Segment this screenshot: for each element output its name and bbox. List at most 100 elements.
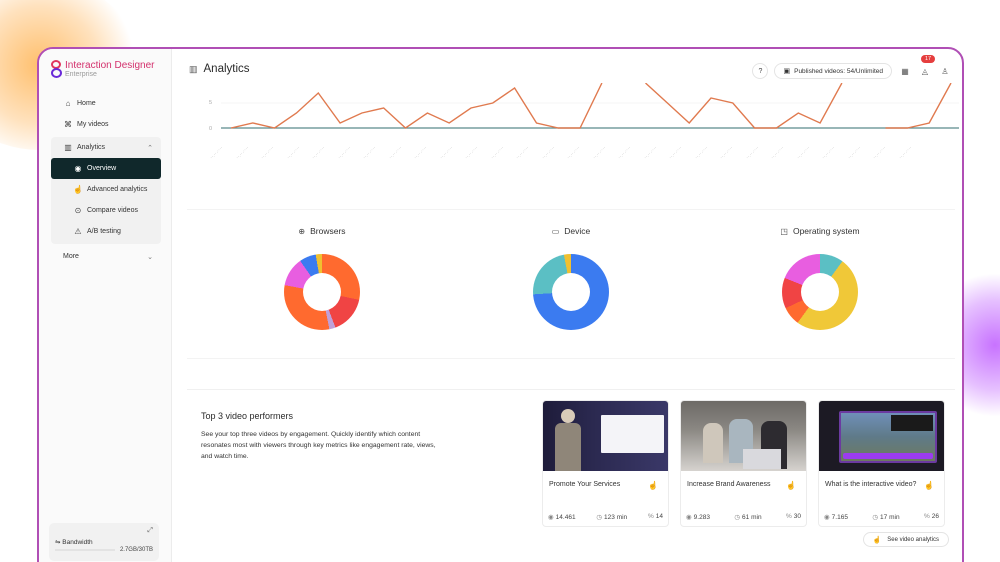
chevron-down-icon: ⌄ (147, 253, 153, 261)
device-title: Device (564, 226, 591, 236)
video-card[interactable]: Increase Brand Awareness ☝ ◉ 9.283 ◷ 61 mi… (680, 400, 807, 527)
overview-icon: ◉ (74, 164, 82, 173)
device-donut-chart[interactable] (533, 254, 609, 330)
section-title: Top 3 video performers (201, 411, 294, 421)
compare-icon: ⊙ (74, 206, 82, 215)
grid-icon[interactable]: ▦ (901, 66, 909, 76)
breakdown-panel: ⊕ Browsers ▭ Device ◳ Operating system (187, 209, 955, 359)
laptop-icon: ▭ (551, 226, 560, 236)
video-title: What is the interactive video? (825, 481, 917, 488)
x-axis-date-label: ··.··.···· (565, 145, 582, 161)
x-axis-date-label: ··.··.···· (871, 145, 888, 161)
x-axis-date-label: ··.··.···· (463, 145, 480, 161)
engagement-stat: % 14 (647, 513, 663, 520)
ab-testing-icon: ⚠ (74, 227, 82, 236)
x-axis-date-label: ··.··.···· (897, 145, 913, 161)
published-videos-pill[interactable]: ▣ Published videos: 54/Unlimited (774, 63, 892, 79)
x-axis-date-label: ··.··.···· (540, 145, 556, 161)
analytics-pointer-icon[interactable]: ☝ (924, 481, 934, 490)
x-axis-date-label: ··.··.···· (795, 145, 811, 161)
user-icon[interactable]: ♙ (941, 66, 949, 76)
top-performers-panel: Top 3 video performers See your top thre… (187, 389, 955, 562)
views-line-chart: 5 0 ··.··.···· ··.··.···· ··.··.···· ··.··.… (189, 83, 959, 183)
video-card[interactable]: Promote Your Services ☝ ◉ 14.461 ◷ 123 min… (542, 400, 669, 527)
bandwidth-progress (55, 549, 115, 551)
x-axis-date-label: ··.··.···· (361, 145, 378, 161)
sidebar-item-label: Analytics (77, 144, 106, 151)
views-stat: ◉ 14.461 (548, 514, 576, 521)
bandwidth-widget: ⤢ ⇋ Bandwidth 2.7GB/30TB (49, 523, 159, 561)
analytics-pointer-icon[interactable]: ☝ (786, 481, 796, 490)
x-axis-date-label: ··.··.···· (846, 145, 862, 161)
x-axis-date-label: ··.··.···· (744, 145, 760, 161)
analytics-group: ▥ Analytics ⌃ ◉ Overview ☝ Advanced anal… (51, 137, 161, 244)
video-thumbnail[interactable] (681, 401, 806, 471)
sidebar-item-my-videos[interactable]: ⌘ My videos (51, 114, 161, 135)
analytics-icon: ▥ (189, 63, 198, 74)
x-axis-date-label: ··.··.···· (591, 145, 607, 161)
sidebar-item-advanced-analytics[interactable]: ☝ Advanced analytics (51, 179, 161, 200)
device-card: ▭ Device (511, 226, 631, 330)
engagement-stat: % 30 (785, 513, 801, 520)
sidebar-item-compare-videos[interactable]: ⊙ Compare videos (51, 200, 161, 221)
notification-badge: 17 (921, 55, 936, 63)
bandwidth-value: 2.7GB/30TB (119, 547, 153, 553)
sidebar-item-label: Compare videos (87, 207, 138, 214)
y-tick: 0 (209, 126, 213, 132)
x-axis-date-label: ··.··.···· (259, 145, 276, 161)
x-axis-date-label: ··.··.···· (285, 145, 301, 161)
x-axis-date-label: ··.··.···· (234, 145, 250, 161)
section-description: See your top three videos by engagement.… (201, 431, 436, 460)
see-video-analytics-button[interactable]: ☝ See video analytics (862, 532, 949, 547)
video-thumbnail[interactable] (543, 401, 668, 471)
x-axis-date-label: ··.··.···· (693, 145, 709, 161)
os-icon: ◳ (780, 226, 788, 236)
video-card[interactable]: What is the interactive video? ☝ ◉ 7.165 … (818, 400, 945, 527)
video-stats: ◉ 14.461 ◷ 123 min % 14 (548, 513, 663, 521)
sidebar-item-analytics[interactable]: ▥ Analytics ⌃ (51, 137, 161, 158)
browsers-card: ⊕ Browsers (262, 226, 382, 330)
os-title: Operating system (792, 226, 860, 236)
x-axis-date-label: ··.··.···· (514, 145, 531, 161)
video-title: Increase Brand Awareness (687, 481, 771, 488)
clock-icon: ◷ (596, 514, 603, 521)
sidebar-item-label: Advanced analytics (87, 186, 148, 193)
x-axis-date-label: ··.··.···· (387, 145, 403, 161)
os-donut-chart[interactable] (782, 254, 858, 330)
x-axis-date-label: ··.··.···· (642, 145, 658, 161)
notifications-button[interactable]: ◬ 17 (918, 55, 936, 79)
help-button[interactable]: ? (752, 63, 769, 79)
watch-time-stat: ◷ 123 min (596, 514, 628, 521)
x-axis-date-label: ··.··.···· (336, 145, 352, 161)
sidebar-item-label: Home (77, 100, 96, 107)
sidebar-item-ab-testing[interactable]: ⚠ A/B testing (51, 221, 161, 242)
x-axis-date-label: ··.··.···· (820, 145, 837, 161)
header: ▥ Analytics ? ▣ Published videos: 54/Unl… (189, 55, 952, 85)
browsers-donut-chart[interactable] (284, 254, 360, 330)
y-tick: 5 (209, 100, 213, 106)
video-icon: ⌘ (64, 120, 72, 129)
line-chart-plot (221, 83, 959, 129)
expand-icon[interactable]: ⤢ (147, 527, 153, 534)
clock-icon: ◷ (872, 514, 879, 521)
analytics-pointer-icon[interactable]: ☝ (648, 481, 658, 490)
eye-icon: ◉ (686, 514, 692, 521)
sidebar-item-more[interactable]: More ⌄ (51, 246, 161, 267)
brand[interactable]: Interaction Designer Enterprise (51, 60, 155, 79)
x-axis-date-label: ··.··.···· (616, 145, 633, 161)
header-actions: ? ▣ Published videos: 54/Unlimited ▦ ◬ 1… (752, 55, 952, 79)
video-thumbnail[interactable] (819, 401, 944, 471)
percent-icon: % (647, 513, 654, 520)
clock-icon: ◷ (734, 514, 741, 521)
sidebar-item-overview[interactable]: ◉ Overview (51, 158, 161, 179)
analytics-icon: ▥ (64, 143, 72, 152)
sidebar-item-label: More (63, 253, 79, 260)
sidebar-item-home[interactable]: ⌂ Home (51, 93, 161, 114)
play-icon: ▣ (783, 68, 791, 75)
watch-time-stat: ◷ 17 min (872, 514, 900, 521)
home-icon: ⌂ (65, 99, 71, 108)
chevron-up-icon: ⌃ (147, 144, 153, 152)
video-stats: ◉ 9.283 ◷ 61 min % 30 (686, 513, 801, 521)
globe-icon: ⊕ (298, 226, 306, 236)
app-window: Interaction Designer Enterprise ⌂ Home ⌘… (37, 47, 964, 562)
